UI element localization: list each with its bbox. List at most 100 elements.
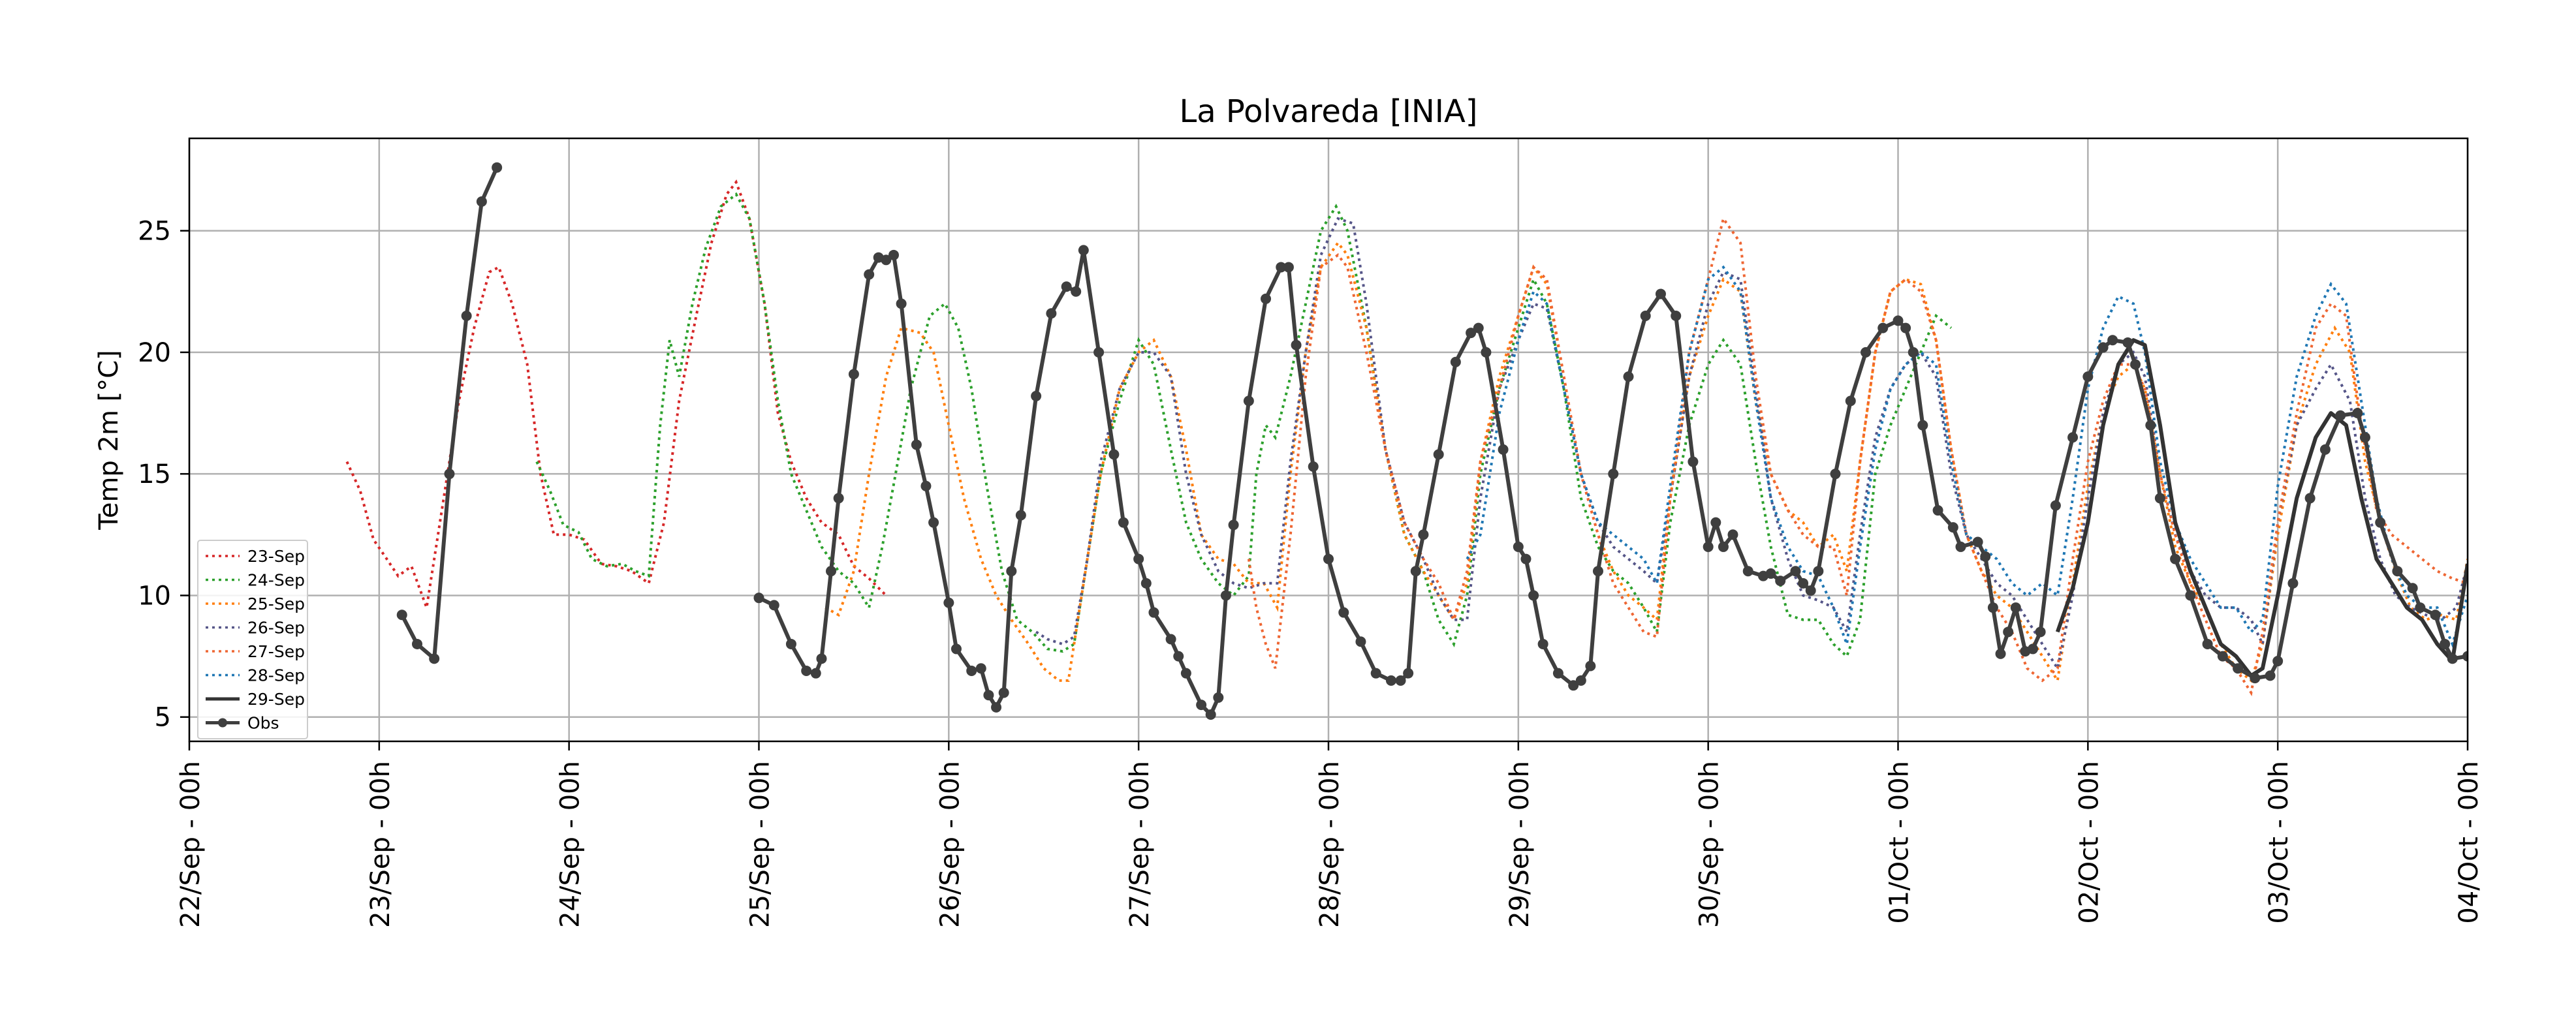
obs-point	[816, 653, 826, 664]
legend-label-obs: Obs	[247, 714, 279, 733]
obs-point	[1016, 510, 1026, 521]
obs-point	[801, 666, 811, 676]
obs-point	[1434, 449, 1444, 459]
obs-point	[1031, 391, 1041, 401]
legend-label-27-sep: 27-Sep	[247, 642, 305, 661]
obs-point	[1071, 286, 1081, 297]
x-tick-label: 27/Sep - 00h	[1125, 761, 1155, 928]
obs-point	[1790, 566, 1800, 576]
obs-point	[412, 639, 422, 649]
legend: 23-Sep24-Sep25-Sep26-Sep27-Sep28-Sep29-S…	[198, 540, 307, 739]
obs-point	[2430, 610, 2441, 620]
obs-point	[1213, 692, 1223, 703]
legend-marker-obs	[218, 718, 227, 728]
obs-point	[1108, 449, 1119, 459]
obs-point	[2415, 602, 2425, 613]
obs-point	[2170, 554, 2180, 564]
obs-point	[1671, 311, 1681, 321]
obs-point	[769, 600, 779, 610]
obs-point	[1473, 323, 1484, 333]
obs-point	[2011, 602, 2021, 613]
obs-point	[991, 702, 1001, 713]
y-tick-label: 25	[138, 217, 171, 247]
obs-point	[976, 663, 986, 673]
obs-point	[1861, 347, 1871, 358]
obs-point	[1173, 651, 1184, 662]
obs-point	[911, 439, 922, 450]
obs-point	[2305, 493, 2316, 503]
x-tick-label: 01/Oct - 00h	[1885, 761, 1915, 924]
x-tick-label: 26/Sep - 00h	[935, 761, 965, 928]
obs-point	[1520, 554, 1531, 564]
obs-point	[1988, 602, 1998, 613]
obs-point	[2392, 566, 2402, 576]
x-tick-label: 29/Sep - 00h	[1505, 761, 1535, 928]
obs-point	[1917, 420, 1928, 431]
chart-title: La Polvareda [INIA]	[1179, 93, 1477, 130]
obs-point	[1641, 311, 1651, 321]
obs-point	[2107, 335, 2118, 345]
obs-point	[2203, 639, 2213, 649]
obs-point	[2375, 518, 2385, 528]
obs-point	[1411, 566, 1421, 576]
obs-point	[2098, 342, 2109, 352]
obs-point	[1166, 634, 1176, 645]
obs-point	[1093, 347, 1104, 358]
obs-point	[999, 687, 1009, 698]
obs-point	[1006, 566, 1016, 576]
obs-point	[1798, 578, 1808, 589]
x-tick-label: 25/Sep - 00h	[746, 761, 776, 928]
obs-point	[966, 666, 977, 676]
obs-point	[1046, 308, 1056, 318]
obs-point	[1703, 542, 1714, 552]
obs-point	[1148, 608, 1159, 618]
obs-point	[1980, 551, 1990, 562]
x-tick-label: 30/Sep - 00h	[1695, 761, 1725, 928]
legend-label-23-sep: 23-Sep	[247, 547, 305, 566]
x-tick-label: 28/Sep - 00h	[1315, 761, 1345, 928]
x-tick-label: 04/Oct - 00h	[2454, 761, 2484, 924]
obs-point	[1528, 590, 1539, 600]
legend-label-24-sep: 24-Sep	[247, 571, 305, 590]
obs-point	[2067, 432, 2078, 442]
legend-label-26-sep: 26-Sep	[247, 619, 305, 638]
obs-point	[2265, 670, 2276, 681]
obs-point	[1133, 554, 1144, 564]
obs-point	[786, 639, 796, 649]
y-tick-label: 10	[138, 581, 171, 611]
obs-point	[943, 598, 954, 608]
obs-point	[1900, 323, 1911, 333]
obs-point	[951, 643, 962, 654]
obs-point	[2028, 643, 2038, 654]
y-tick-label: 5	[155, 703, 171, 733]
obs-point	[2130, 360, 2141, 370]
obs-point	[754, 593, 764, 603]
obs-point	[2035, 626, 2046, 637]
obs-point	[444, 469, 454, 479]
obs-point	[1743, 566, 1753, 576]
obs-point	[1451, 357, 1461, 367]
legend-label-28-sep: 28-Sep	[247, 666, 305, 685]
obs-point	[1244, 395, 1254, 406]
obs-point	[1418, 529, 1428, 540]
obs-point	[1196, 700, 1206, 710]
obs-point	[1593, 566, 1603, 576]
obs-point	[1585, 661, 1595, 672]
obs-point	[1221, 590, 1231, 600]
obs-point	[1538, 639, 1548, 649]
x-tick-label: 23/Sep - 00h	[366, 761, 396, 928]
obs-point	[1338, 608, 1349, 618]
obs-point	[1624, 371, 1634, 382]
obs-point	[2440, 639, 2450, 649]
obs-point	[2003, 626, 2013, 637]
obs-point	[1656, 288, 1666, 299]
obs-point	[2082, 371, 2093, 382]
obs-point	[1396, 675, 1406, 686]
obs-point	[1355, 636, 1366, 647]
obs-point	[849, 369, 859, 379]
obs-point	[1403, 668, 1413, 679]
obs-point	[1141, 578, 1152, 589]
obs-point	[1893, 315, 1904, 326]
